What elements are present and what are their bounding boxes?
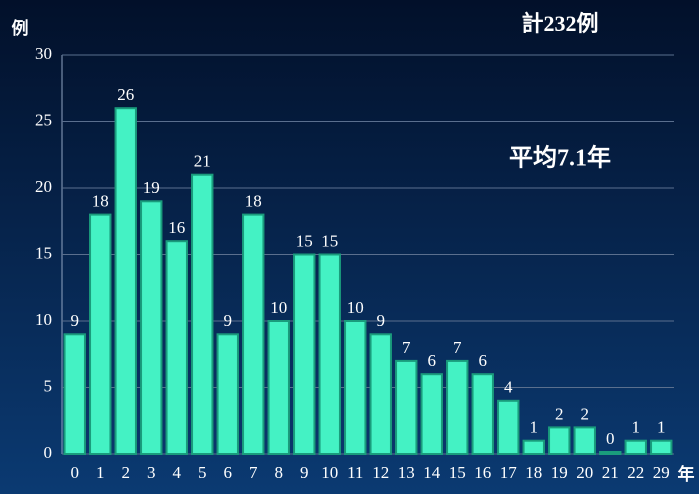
y-tick-label: 25	[35, 110, 52, 129]
y-tick-label: 30	[35, 44, 52, 63]
x-tick-label: 12	[372, 463, 389, 482]
x-tick-label: 6	[224, 463, 233, 482]
x-tick-label: 13	[398, 463, 415, 482]
value-label: 10	[270, 298, 287, 317]
x-tick-label: 0	[71, 463, 80, 482]
value-label: 6	[479, 351, 488, 370]
value-label: 9	[224, 311, 233, 330]
bar	[369, 333, 392, 455]
bar	[599, 451, 622, 455]
y-tick-label: 5	[44, 376, 53, 395]
bar	[624, 439, 647, 456]
x-tick-label: 15	[449, 463, 466, 482]
x-tick-label: 11	[347, 463, 363, 482]
x-tick-label: 14	[423, 463, 441, 482]
x-tick-label: 21	[602, 463, 619, 482]
x-tick-label: 4	[173, 463, 182, 482]
bar	[497, 399, 520, 455]
value-label: 16	[168, 218, 185, 237]
bar	[191, 173, 214, 455]
x-tick-label: 5	[198, 463, 207, 482]
value-label: 1	[657, 418, 666, 437]
value-label: 9	[377, 311, 386, 330]
x-tick-label: 18	[525, 463, 542, 482]
x-tick-label: 22	[627, 463, 644, 482]
value-label: 2	[581, 404, 590, 423]
value-label: 19	[143, 178, 160, 197]
x-axis-label: 年	[678, 464, 695, 484]
x-tick-label: 2	[122, 463, 131, 482]
bar	[140, 200, 163, 455]
value-label: 10	[347, 298, 364, 317]
x-tick-label: 8	[275, 463, 284, 482]
total-annotation: 計232例	[521, 11, 598, 36]
bar	[344, 320, 367, 455]
value-label: 15	[296, 231, 313, 250]
bar	[573, 426, 596, 455]
bar	[63, 333, 86, 455]
value-label: 4	[504, 378, 513, 397]
value-label: 21	[194, 152, 211, 171]
value-label: 7	[402, 338, 411, 357]
bar	[267, 320, 290, 455]
value-label: 18	[92, 192, 109, 211]
value-label: 9	[71, 311, 80, 330]
x-tick-label: 9	[300, 463, 309, 482]
x-tick-label: 16	[474, 463, 491, 482]
bar	[395, 359, 418, 455]
y-tick-label: 10	[35, 310, 52, 329]
bar	[216, 333, 239, 455]
bar	[318, 253, 341, 455]
x-tick-label: 10	[321, 463, 338, 482]
value-label: 18	[245, 192, 262, 211]
x-tick-label: 19	[551, 463, 568, 482]
value-label: 2	[555, 404, 564, 423]
bar	[522, 439, 545, 456]
y-tick-label: 15	[35, 243, 52, 262]
value-label: 7	[453, 338, 462, 357]
value-label: 1	[632, 418, 641, 437]
value-label: 26	[117, 85, 134, 104]
bar	[89, 213, 112, 455]
value-label: 0	[606, 429, 615, 448]
bar	[165, 240, 188, 455]
bar	[293, 253, 316, 455]
x-tick-label: 7	[249, 463, 258, 482]
bar	[471, 373, 494, 456]
value-label: 1	[530, 418, 539, 437]
x-tick-label: 20	[576, 463, 593, 482]
y-tick-label: 0	[44, 443, 53, 462]
y-axis-label: 例	[12, 18, 29, 38]
value-label: 6	[428, 351, 437, 370]
value-label: 15	[321, 231, 338, 250]
mean-annotation: 平均7.1年	[509, 144, 611, 172]
bar	[548, 426, 571, 455]
x-tick-label: 17	[500, 463, 518, 482]
bar	[242, 213, 265, 455]
bar	[420, 373, 443, 456]
y-tick-label: 20	[35, 177, 52, 196]
bar	[114, 107, 137, 455]
x-tick-label: 3	[147, 463, 156, 482]
bar	[650, 439, 673, 456]
bar	[446, 359, 469, 455]
x-tick-label: 29	[653, 463, 670, 482]
x-tick-label: 1	[96, 463, 105, 482]
